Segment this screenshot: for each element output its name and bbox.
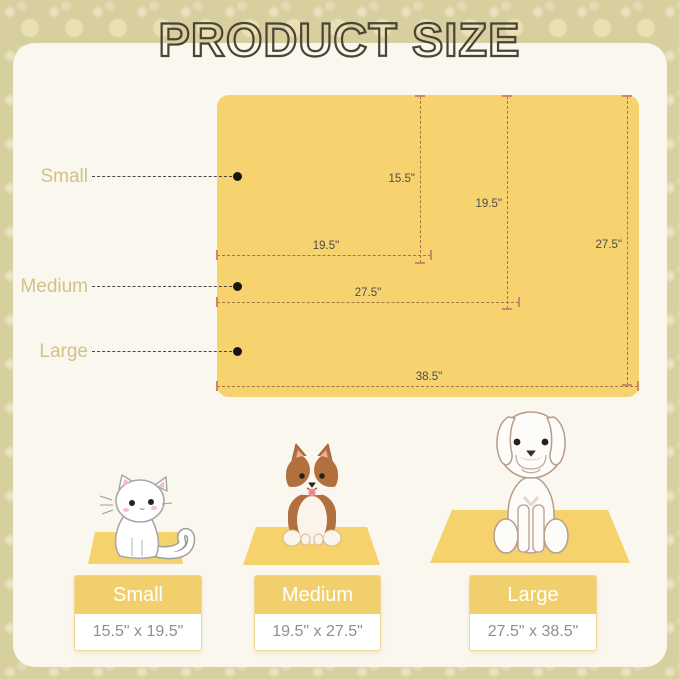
dim-tick [622,384,632,386]
dim-tick [430,250,432,260]
size-label-small: Small [40,166,88,187]
marker-dot-small [233,172,242,181]
dim-tick [415,95,425,97]
dim-tick [622,95,632,97]
dim-tick [415,262,425,264]
height-line-small [420,96,421,263]
corgi-dog-illustration [282,443,342,547]
size-card-large-header: Large [470,576,596,614]
height-line-medium [507,96,508,309]
width-dim-medium: 27.5" [354,287,382,299]
leader-line-large [92,351,232,352]
page-title: PRODUCT SIZE [157,13,521,66]
size-card-medium-header: Medium [255,576,380,614]
width-line-medium [217,302,519,303]
width-line-large [217,386,638,387]
width-dim-large: 38.5" [415,371,443,383]
marker-dot-large [233,347,242,356]
marker-dot-medium [233,282,242,291]
size-label-medium: Medium [20,276,88,297]
dim-tick [216,381,218,391]
cat-illustration [99,474,196,560]
height-dim-medium: 19.5" [475,198,502,210]
dim-tick [216,297,218,307]
height-line-large [627,96,628,385]
size-card-medium: Medium 19.5" x 27.5" [254,575,381,651]
size-card-small: Small 15.5" x 19.5" [74,575,202,651]
dim-tick [502,95,512,97]
height-dim-small: 15.5" [388,173,415,185]
pad-diagram-rectangle [217,95,639,397]
size-card-large: Large 27.5" x 38.5" [469,575,597,651]
size-card-small-header: Small [75,576,201,614]
dim-tick [216,250,218,260]
leader-line-small [92,176,232,177]
width-line-small [217,255,431,256]
leader-line-medium [92,286,232,287]
size-card-small-dimensions: 15.5" x 19.5" [75,614,201,650]
dim-tick [502,308,512,310]
size-card-medium-dimensions: 19.5" x 27.5" [255,614,380,650]
dim-tick [518,297,520,307]
dim-tick [637,381,639,391]
white-puppy-illustration [493,411,569,554]
width-dim-small: 19.5" [312,240,340,252]
height-dim-large: 27.5" [595,239,622,251]
size-card-large-dimensions: 27.5" x 38.5" [470,614,596,650]
size-label-large: Large [39,341,88,362]
